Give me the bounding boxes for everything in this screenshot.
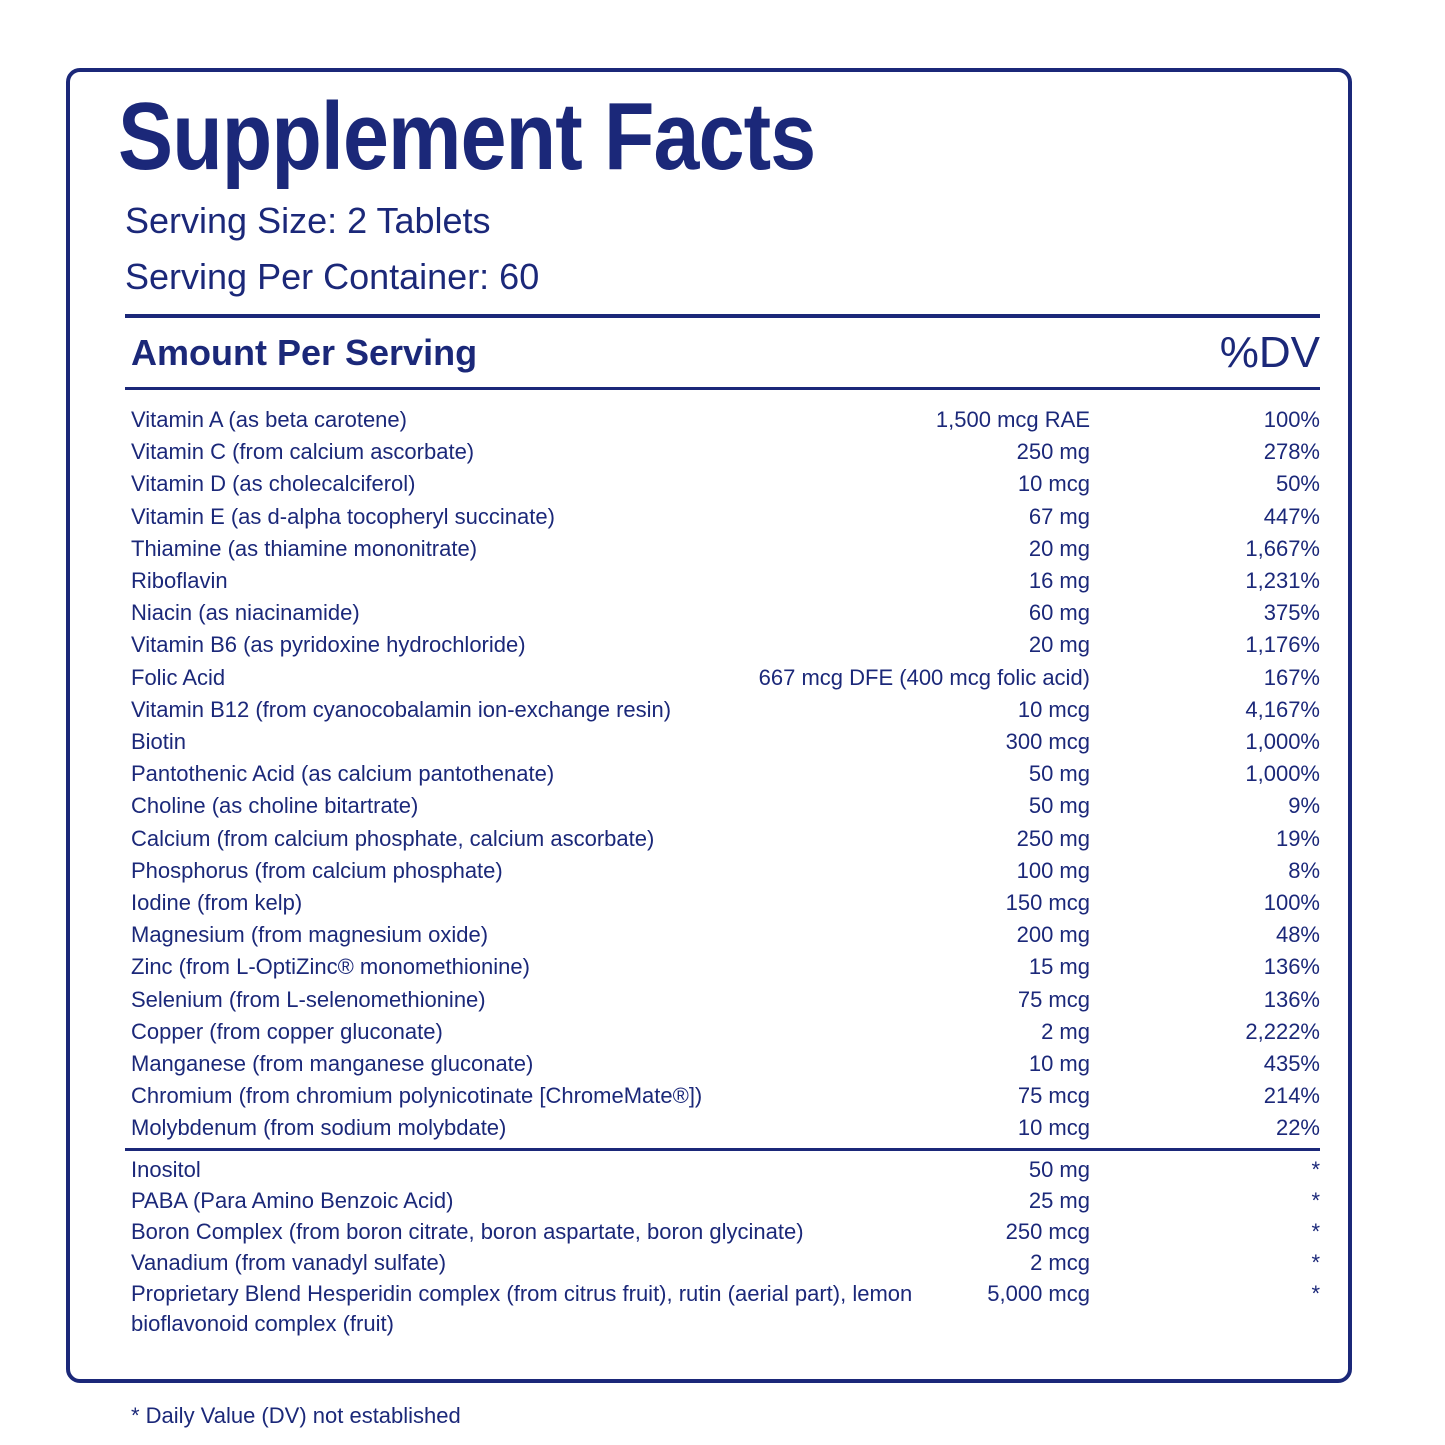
daily-value: 50% [1275, 471, 1320, 497]
daily-value: 19% [1275, 825, 1320, 851]
daily-value: * [1311, 1157, 1320, 1182]
amount: 667 mcg DFE (400 mcg folic acid) [758, 664, 1090, 690]
nutrient-name: Inositol [131, 1157, 201, 1182]
nutrient-name: Boron Complex (from boron citrate, boron… [131, 1219, 804, 1244]
nutrient-name: Chromium (from chromium polynicotinate [… [131, 1083, 703, 1109]
daily-value: 1,667% [1245, 535, 1320, 561]
nutrient-name: Phosphorus (from calcium phosphate) [131, 857, 503, 883]
amount: 25 mg [1028, 1188, 1090, 1213]
rule [125, 314, 1320, 318]
daily-value: * [1311, 1188, 1320, 1213]
nutrient-name: Choline (as choline bitartrate) [131, 793, 419, 819]
amount: 50 mg [1028, 793, 1090, 819]
nutrient-name: PABA (Para Amino Benzoic Acid) [131, 1188, 454, 1213]
daily-value: 8% [1288, 857, 1320, 883]
daily-value: 435% [1263, 1051, 1320, 1076]
rule [125, 1148, 1320, 1151]
daily-value: 2,222% [1245, 1018, 1320, 1044]
nutrient-name: Vitamin A (as beta carotene) [131, 407, 407, 432]
title: Supplement Facts [118, 83, 816, 190]
daily-value: 375% [1263, 600, 1320, 626]
amount: 250 mcg [1005, 1219, 1090, 1244]
nutrient-name: Thiamine (as thiamine mononitrate) [131, 535, 478, 561]
amount: 67 mg [1028, 503, 1090, 529]
amount: 75 mcg [1017, 1083, 1090, 1109]
amount: 20 mg [1028, 632, 1090, 658]
amount: 20 mg [1028, 535, 1090, 561]
daily-value: 48% [1275, 922, 1320, 948]
nutrient-name: Manganese (from manganese gluconate) [131, 1051, 534, 1076]
daily-value: 22% [1275, 1115, 1320, 1141]
servings-per-container: Serving Per Container: 60 [125, 256, 540, 297]
amount: 50 mg [1028, 761, 1090, 787]
daily-value: 447% [1263, 503, 1320, 529]
nutrient-name: Vitamin E (as d-alpha tocopheryl succina… [131, 503, 555, 529]
amount: 15 mg [1028, 954, 1090, 980]
nutrient-name: Vitamin D (as cholecalciferol) [131, 471, 416, 497]
nutrient-name: Calcium (from calcium phosphate, calcium… [131, 825, 655, 851]
nutrient-name: Vitamin B12 (from cyanocobalamin ion-exc… [131, 696, 672, 722]
amount: 60 mg [1028, 600, 1090, 626]
amount: 10 mg [1028, 1051, 1090, 1076]
amount: 100 mg [1016, 857, 1090, 883]
serving-size: Serving Size: 2 Tablets [125, 200, 491, 241]
rule [125, 387, 1320, 390]
daily-value: 1,176% [1245, 632, 1320, 658]
amount: 2 mcg [1030, 1250, 1090, 1275]
nutrient-name: Riboflavin [131, 568, 228, 593]
amount: 150 mcg [1005, 890, 1090, 915]
amount: 75 mcg [1017, 986, 1090, 1012]
nutrient-name: Magnesium (from magnesium oxide) [131, 922, 489, 948]
nutrient-name: Zinc (from L-OptiZinc® monomethionine) [131, 954, 530, 980]
amount: 16 mg [1028, 568, 1090, 593]
nutrient-name: Vitamin C (from calcium ascorbate) [131, 439, 475, 465]
amount: 50 mg [1028, 1157, 1090, 1182]
column-header: Amount Per Serving [131, 332, 478, 373]
daily-value: 278% [1263, 439, 1320, 465]
daily-value: * [1311, 1219, 1320, 1244]
daily-value: * [1311, 1250, 1320, 1275]
nutrient-name: Niacin (as niacinamide) [131, 600, 360, 626]
daily-value: * [1311, 1281, 1320, 1306]
daily-value: 136% [1263, 986, 1320, 1012]
nutrient-name: Vitamin B6 (as pyridoxine hydrochloride) [131, 632, 526, 658]
amount: 10 mcg [1017, 1115, 1090, 1141]
amount: 10 mcg [1017, 696, 1090, 722]
nutrient-name: Iodine (from kelp) [131, 890, 303, 915]
amount: 200 mg [1016, 922, 1090, 948]
nutrient-name: Molybdenum (from sodium molybdate) [131, 1115, 507, 1141]
amount: 300 mcg [1005, 729, 1090, 754]
nutrient-name: Selenium (from L-selenomethionine) [131, 986, 486, 1012]
label-frame [66, 68, 1352, 1383]
amount: 5,000 mcg [987, 1281, 1090, 1306]
daily-value: 9% [1288, 793, 1320, 819]
nutrient-name: Folic Acid [131, 664, 226, 690]
daily-value: 100% [1263, 407, 1320, 432]
daily-value: 136% [1263, 954, 1320, 980]
nutrient-name: Vanadium (from vanadyl sulfate) [131, 1250, 447, 1275]
nutrient-name: Proprietary Blend Hesperidin complex (fr… [131, 1281, 913, 1336]
footnote: * Daily Value (DV) not established [131, 1403, 461, 1428]
nutrient-name: Copper (from copper gluconate) [131, 1018, 443, 1044]
nutrient-name: Biotin [131, 729, 187, 754]
daily-value: 1,000% [1245, 761, 1320, 787]
amount: 10 mcg [1017, 471, 1090, 497]
daily-value: 1,000% [1245, 729, 1320, 754]
daily-value: 1,231% [1245, 568, 1320, 593]
daily-value: 100% [1263, 890, 1320, 915]
amount: 1,500 mcg RAE [935, 407, 1090, 432]
daily-value: 4,167% [1245, 696, 1320, 722]
amount: 250 mg [1016, 825, 1090, 851]
nutrient-name: Pantothenic Acid (as calcium pantothenat… [131, 761, 555, 787]
amount: 250 mg [1016, 439, 1090, 465]
column-header: %DV [1219, 328, 1320, 377]
daily-value: 214% [1263, 1083, 1320, 1109]
daily-value: 167% [1263, 664, 1320, 690]
amount: 2 mg [1041, 1018, 1090, 1044]
